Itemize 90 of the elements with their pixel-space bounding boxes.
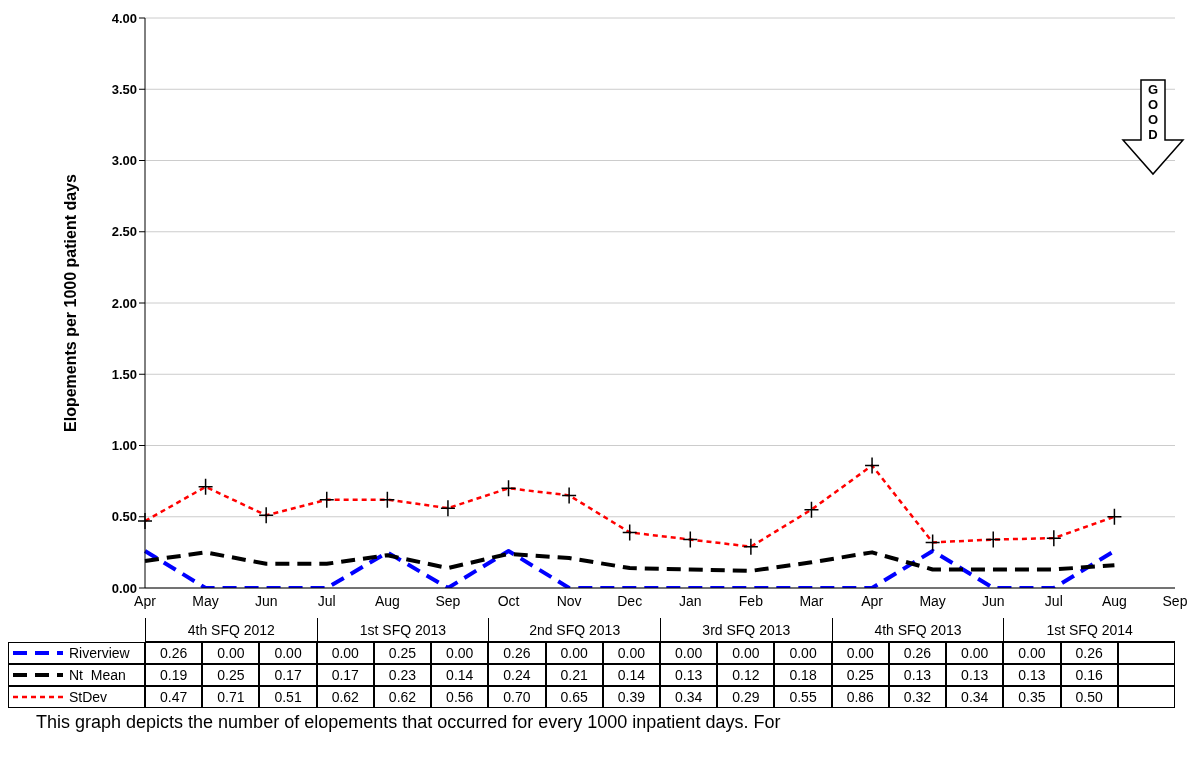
x-tick-label: Mar (799, 592, 824, 609)
data-label: 0.00 (431, 642, 489, 664)
data-label: 0.29 (717, 686, 775, 708)
y-tick-label: 2.50 (111, 224, 137, 240)
data-label: 0.00 (660, 642, 718, 664)
y-tick-label: 1.50 (111, 366, 137, 382)
data-label: 0.00 (259, 642, 317, 664)
x-tick-label: Jul (1044, 592, 1063, 609)
data-label: 0.13 (888, 664, 947, 686)
y-tick-label: 0.50 (111, 509, 137, 525)
data-label: 0.14 (602, 664, 660, 686)
data-label: 0.24 (488, 664, 546, 686)
data-label: 0.25 (831, 664, 889, 686)
legend-label: Riverview (69, 645, 130, 661)
data-label: 0.18 (774, 664, 832, 686)
data-label: 0.12 (717, 664, 775, 686)
data-label: 0.00 (831, 642, 889, 664)
y-tick-label: 2.00 (111, 295, 137, 311)
x-tick-label: Dec (617, 592, 643, 609)
data-label: 0.00 (316, 642, 374, 664)
data-label: 0.70 (488, 686, 546, 708)
data-label: 0.13 (946, 664, 1004, 686)
data-label: 0.17 (259, 664, 317, 686)
data-label: 0.00 (602, 642, 660, 664)
text: 3rd SFQ 2013 (660, 618, 832, 642)
legend-label: Nt Mean (69, 667, 126, 683)
data-label: 0.65 (545, 686, 603, 708)
data-label: 0.26 (1060, 642, 1118, 664)
data-label: 0.39 (602, 686, 660, 708)
data-label: 0.71 (202, 686, 260, 708)
data-label: 0.34 (946, 686, 1004, 708)
x-tick-label: Jun (254, 592, 278, 609)
data-label: 0.00 (545, 642, 603, 664)
data-label: 0.25 (202, 664, 260, 686)
data-label: 0.00 (1003, 642, 1061, 664)
data-label: 0.34 (660, 686, 718, 708)
x-tick-label: Apr (134, 592, 157, 609)
y-tick-label: 4.00 (111, 10, 137, 26)
data-label: 0.14 (431, 664, 489, 686)
data-label: 0.26 (488, 642, 546, 664)
data-label: 0.56 (431, 686, 489, 708)
x-tick-label: Nov (556, 592, 582, 609)
x-tick-label: Aug (1101, 592, 1127, 609)
x-tick-label: Feb (738, 592, 764, 609)
x-tick-label: May (919, 592, 946, 609)
data-label: 0.23 (373, 664, 432, 686)
data-label: 0.47 (145, 686, 203, 708)
x-tick-label: Sep (1162, 592, 1188, 609)
data-label: 0.26 (145, 642, 203, 664)
data-label: 0.86 (831, 686, 889, 708)
text: 4th SFQ 2012 (145, 618, 317, 642)
x-tick-label: Jun (981, 592, 1005, 609)
x-tick-label: Apr (861, 592, 884, 609)
x-tick-label: Jul (317, 592, 336, 609)
data-label: 0.62 (373, 686, 432, 708)
y-axis-title: Elopements per 1000 patient days (61, 173, 79, 432)
x-tick-label: Aug (374, 592, 400, 609)
data-label: 0.00 (946, 642, 1004, 664)
y-tick-label: 3.50 (111, 81, 137, 97)
x-tick-label: Sep (435, 592, 461, 609)
data-label: 0.25 (373, 642, 432, 664)
data-label: 0.17 (316, 664, 374, 686)
data-label: 0.00 (717, 642, 775, 664)
text: 1st SFQ 2014 (1003, 618, 1175, 642)
data-label: 0.21 (545, 664, 603, 686)
text: 1st SFQ 2013 (316, 618, 489, 642)
legend-label: StDev (69, 689, 108, 705)
data-label: 0.00 (202, 642, 260, 664)
x-tick-label: Jan (679, 592, 702, 609)
data-label: 0.51 (259, 686, 317, 708)
y-tick-label: 3.00 (111, 153, 137, 169)
data-label: 0.26 (888, 642, 947, 664)
data-label: 0.13 (1003, 664, 1061, 686)
y-tick-label: 0.00 (111, 580, 137, 596)
annotation: GOOD (1146, 82, 1160, 142)
x-tick-label: May (192, 592, 219, 609)
data-label: 0.35 (1003, 686, 1061, 708)
data-label: 0.50 (1060, 686, 1118, 708)
text: 2nd SFQ 2013 (488, 618, 660, 642)
text: This graph depicts the number of elopements that occurred for every 1000 inpatient days. For (35, 712, 782, 733)
y-tick-label: 1.00 (111, 438, 137, 454)
text: 4th SFQ 2013 (831, 618, 1004, 642)
data-label: 0.13 (660, 664, 718, 686)
data-label: 0.00 (774, 642, 832, 664)
data-label: 0.32 (888, 686, 947, 708)
data-label: 0.16 (1060, 664, 1118, 686)
data-label: 0.19 (145, 664, 203, 686)
x-tick-label: Oct (497, 592, 520, 609)
data-label: 0.62 (316, 686, 374, 708)
data-label: 0.55 (774, 686, 832, 708)
